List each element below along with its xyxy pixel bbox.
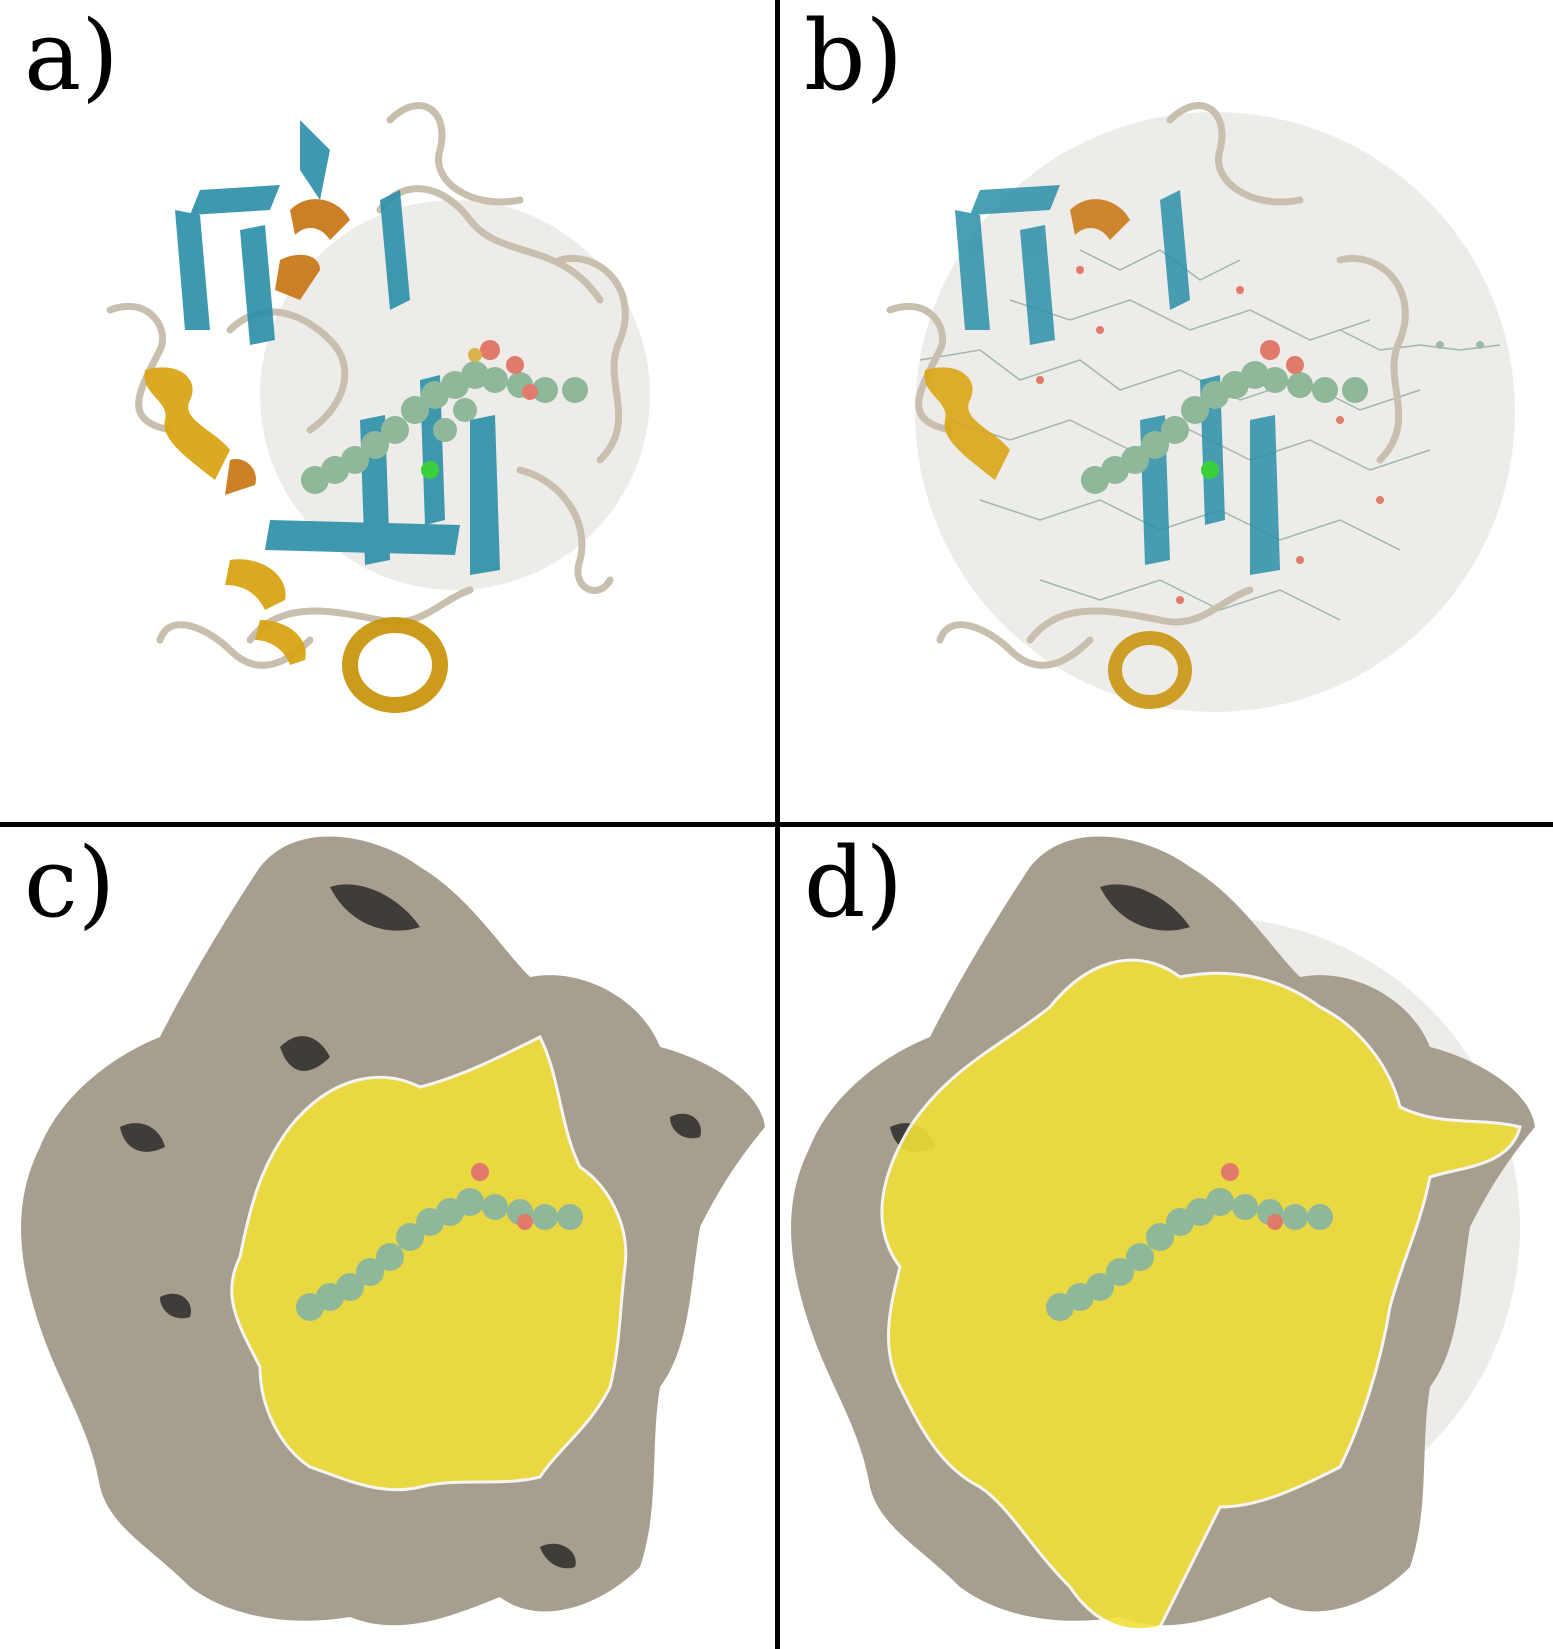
panel-label: d) (804, 827, 903, 939)
oxygen-atom (506, 356, 524, 374)
cartoon-structure-a (106, 102, 650, 713)
ligand (1081, 361, 1368, 494)
panel-label: c) (24, 827, 116, 939)
chloride-ion (421, 461, 439, 479)
helix-orange (1070, 199, 1130, 240)
oxygen-atom (471, 1163, 489, 1181)
beta-sheets (175, 120, 500, 575)
oxygen-atom (517, 1214, 533, 1230)
panel-d: d) (780, 827, 1553, 1649)
cartoon-structure-b (886, 102, 1515, 712)
panel-c: c) (0, 827, 775, 1649)
helix-orange (225, 199, 350, 495)
surface-shadows (120, 884, 701, 1569)
oxygen-atom (480, 340, 500, 360)
ligand (1046, 1188, 1333, 1321)
surface-structure-c (21, 836, 765, 1626)
horizontal-divider (0, 822, 1553, 827)
binding-pocket (230, 1034, 628, 1492)
sulfur-atom (468, 348, 482, 362)
helix-gold (144, 367, 448, 713)
oxygen-atom (522, 384, 538, 400)
panel-label: a) (24, 0, 119, 112)
oxygen-atom (1221, 1163, 1239, 1181)
surface-structure-d (791, 836, 1535, 1632)
helix-gold (924, 367, 1192, 709)
binding-pocket (880, 958, 1522, 1632)
panel-b: b) (780, 0, 1553, 822)
ligand (301, 361, 588, 494)
atoms (1036, 266, 1484, 604)
oxygen-atom (1267, 1214, 1283, 1230)
panel-a: a) (0, 0, 775, 822)
coil-loops (886, 102, 1409, 669)
panel-label: b) (804, 0, 903, 112)
